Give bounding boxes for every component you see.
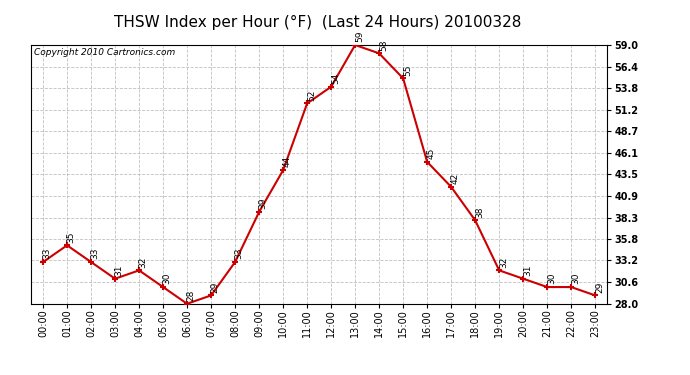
Text: 33: 33 [43,248,52,259]
Text: 30: 30 [547,273,556,284]
Text: 35: 35 [67,231,76,243]
Text: 32: 32 [499,256,508,268]
Text: 38: 38 [475,206,484,218]
Text: 28: 28 [187,290,196,301]
Text: 39: 39 [259,198,268,209]
Text: THSW Index per Hour (°F)  (Last 24 Hours) 20100328: THSW Index per Hour (°F) (Last 24 Hours)… [114,15,521,30]
Text: 33: 33 [90,248,100,259]
Text: 30: 30 [163,273,172,284]
Text: 55: 55 [403,64,412,76]
Text: Copyright 2010 Cartronics.com: Copyright 2010 Cartronics.com [34,48,175,57]
Text: 29: 29 [210,281,219,292]
Text: 30: 30 [571,273,580,284]
Text: 31: 31 [523,264,532,276]
Text: 29: 29 [595,281,604,292]
Text: 59: 59 [355,31,364,42]
Text: 42: 42 [451,173,460,184]
Text: 54: 54 [331,73,339,84]
Text: 45: 45 [427,148,436,159]
Text: 44: 44 [283,156,292,167]
Text: 52: 52 [307,89,316,101]
Text: 31: 31 [115,264,124,276]
Text: 32: 32 [139,256,148,268]
Text: 33: 33 [235,248,244,259]
Text: 58: 58 [379,39,388,51]
